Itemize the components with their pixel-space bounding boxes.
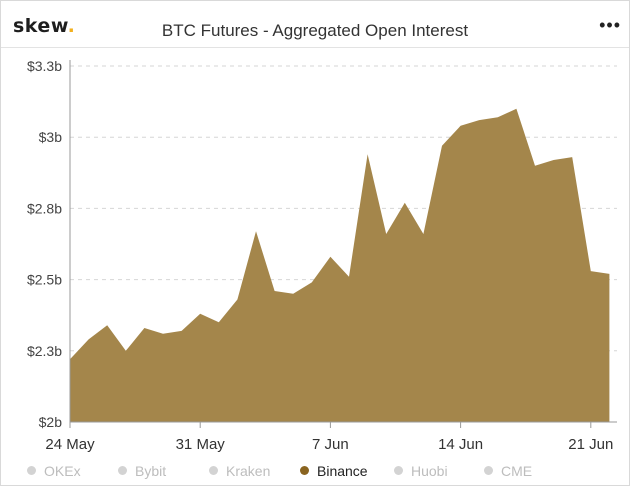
data-point[interactable] [254, 229, 258, 233]
legend-item-bybit[interactable]: Bybit [118, 463, 166, 479]
data-point[interactable] [459, 124, 463, 128]
legend-label: CME [501, 463, 533, 479]
legend-label: OKEx [44, 463, 81, 479]
legend-swatch-icon [394, 466, 403, 475]
legend-item-huobi[interactable]: Huobi [394, 463, 448, 479]
legend-label: Bybit [135, 463, 167, 479]
data-point[interactable] [440, 144, 444, 148]
legend-swatch-icon [209, 466, 218, 475]
data-point[interactable] [589, 269, 593, 273]
y-tick-label: $3.3b [27, 58, 62, 74]
chart-legend: OKEx Bybit Kraken Binance Huobi CME [1, 463, 629, 485]
data-point[interactable] [142, 326, 146, 330]
x-tick-label: 24 May [45, 436, 95, 453]
data-point[interactable] [607, 272, 611, 276]
legend-swatch-icon [27, 466, 36, 475]
legend-item-binance[interactable]: Binance [300, 463, 368, 479]
data-point[interactable] [421, 232, 425, 236]
x-tick-label: 21 Jun [568, 436, 613, 453]
data-point[interactable] [552, 158, 556, 162]
legend-label: Kraken [226, 463, 271, 479]
data-point[interactable] [533, 164, 537, 168]
data-point[interactable] [366, 152, 370, 156]
y-tick-label: $2.8b [27, 200, 62, 216]
legend-swatch-icon [118, 466, 127, 475]
legend-label: Huobi [411, 463, 448, 479]
data-point[interactable] [347, 275, 351, 279]
data-point[interactable] [477, 118, 481, 122]
skew-logo: skew. [13, 15, 76, 37]
data-point[interactable] [105, 323, 109, 327]
chart-title: BTC Futures - Aggregated Open Interest [161, 21, 469, 40]
legend-swatch-icon [484, 466, 493, 475]
legend-item-okex[interactable]: OKEx [27, 463, 81, 479]
y-tick-label: $2.3b [27, 343, 62, 359]
y-tick-label: $2b [39, 414, 63, 430]
data-point[interactable] [161, 332, 165, 336]
open-interest-chart: $2b $2.3b $2.5b $2.8b $3b $3.3b 24 May 31 May 7 … [27, 58, 617, 453]
data-point[interactable] [235, 298, 239, 302]
data-point[interactable] [310, 280, 314, 284]
data-point[interactable] [124, 349, 128, 353]
data-point[interactable] [328, 255, 332, 259]
data-point[interactable] [384, 232, 388, 236]
chart-header: skew. BTC Futures - Aggregated Open Inte… [1, 1, 629, 48]
legend-swatch-icon [300, 466, 309, 475]
legend-item-cme[interactable]: CME [484, 463, 532, 479]
data-point[interactable] [217, 320, 221, 324]
data-point[interactable] [403, 201, 407, 205]
data-point[interactable] [514, 107, 518, 111]
data-point[interactable] [496, 115, 500, 119]
x-tick-label: 7 Jun [312, 436, 349, 453]
y-tick-label: $3b [39, 129, 63, 145]
series-area-binance[interactable] [70, 108, 610, 422]
data-point[interactable] [180, 329, 184, 333]
data-point[interactable] [198, 312, 202, 316]
legend-item-kraken[interactable]: Kraken [209, 463, 270, 479]
data-point[interactable] [291, 292, 295, 296]
x-tick-label: 31 May [176, 436, 226, 453]
x-tick-label: 14 Jun [438, 436, 483, 453]
more-horizontal-icon[interactable]: ••• [599, 15, 621, 35]
data-point[interactable] [273, 289, 277, 293]
data-point[interactable] [87, 337, 91, 341]
y-tick-label: $2.5b [27, 272, 62, 288]
data-point[interactable] [570, 155, 574, 159]
legend-label: Binance [317, 463, 368, 479]
